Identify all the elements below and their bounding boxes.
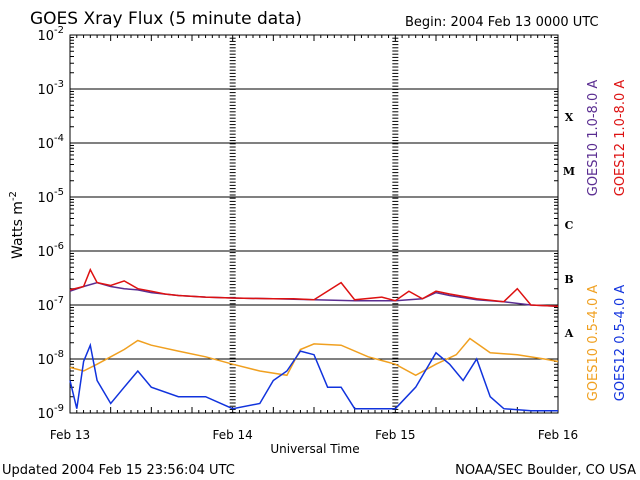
y-tick-label: 10-8: [37, 349, 64, 368]
y-tick-base: 10: [37, 407, 54, 422]
legend-label: GOES12 1.0-8.0 A: [613, 80, 628, 197]
y-tick-exponent: -9: [54, 403, 64, 414]
flare-class-label: C: [565, 219, 574, 232]
series-line-goes12-0-5-4-0-a: [69, 342, 558, 412]
series-line-goes12-1-0-8-0-a: [69, 267, 559, 307]
flare-class-label: X: [565, 111, 574, 124]
y-axis-label-text: Watts m: [10, 201, 26, 259]
y-axis-label: Watts m-2: [8, 191, 26, 259]
y-tick-base: 10: [37, 245, 54, 260]
series-line-goes10-1-0-8-0-a: [69, 281, 559, 307]
flare-class-label: M: [563, 165, 575, 178]
legend-entry: GOES12 1.0-8.0 A: [613, 80, 628, 197]
legend: GOES10 1.0-8.0 A GOES12 1.0-8.0 A GOES10 0…: [586, 80, 628, 402]
y-tick-exponent: -8: [54, 349, 64, 360]
x-tick-label: Feb 16: [538, 428, 578, 442]
y-axis-ticks: 10-210-310-410-510-610-710-810-9: [37, 25, 558, 422]
y-tick-label: 10-9: [37, 403, 64, 422]
legend-label: GOES10 0.5-4.0 A: [586, 285, 601, 402]
legend-label: GOES10 1.0-8.0 A: [586, 80, 601, 197]
decade-gridlines: [70, 88, 558, 360]
y-tick-exponent: -6: [54, 241, 64, 252]
flare-class-label: A: [564, 327, 574, 340]
y-tick-base: 10: [37, 353, 54, 368]
y-tick-base: 10: [37, 191, 54, 206]
legend-entry: GOES10 0.5-4.0 A: [586, 285, 601, 402]
x-axis-label: Universal Time: [270, 442, 359, 456]
y-tick-label: 10-5: [37, 187, 64, 206]
credit-label: NOAA/SEC Boulder, CO USA: [455, 463, 636, 478]
flare-class-label: B: [564, 273, 573, 286]
series-line-goes10-0-5-4-0-a: [69, 337, 559, 377]
y-tick-base: 10: [37, 299, 54, 314]
x-tick-label: Feb 15: [375, 428, 415, 442]
svg-text:Watts m-2: Watts m-2: [8, 191, 26, 259]
legend-entry: GOES10 1.0-8.0 A: [586, 80, 601, 197]
legend-label: GOES12 0.5-4.0 A: [613, 285, 628, 402]
y-tick-exponent: -2: [54, 25, 64, 36]
y-tick-label: 10-2: [37, 25, 64, 44]
begin-label: Begin: 2004 Feb 13 0000 UTC: [405, 15, 599, 30]
y-tick-base: 10: [37, 29, 54, 44]
flare-class-labels: X M C B A: [563, 111, 575, 340]
y-tick-exponent: -7: [54, 295, 64, 306]
y-tick-exponent: -4: [54, 133, 64, 144]
y-tick-exponent: -3: [54, 79, 64, 90]
legend-entry: GOES12 0.5-4.0 A: [613, 285, 628, 402]
data-series: [69, 267, 559, 412]
x-tick-label: Feb 13: [50, 428, 90, 442]
y-tick-base: 10: [37, 137, 54, 152]
y-tick-label: 10-3: [37, 79, 64, 98]
y-axis-label-exponent: -2: [8, 191, 19, 201]
y-tick-label: 10-4: [37, 133, 64, 152]
y-tick-exponent: -5: [54, 187, 64, 198]
x-axis-ticks: Feb 13 Feb 14 Feb 15 Feb 16: [50, 34, 578, 442]
y-tick-label: 10-6: [37, 241, 64, 260]
x-tick-label: Feb 14: [212, 428, 252, 442]
y-tick-label: 10-7: [37, 295, 64, 314]
y-tick-base: 10: [37, 83, 54, 98]
chart-title: GOES Xray Flux (5 minute data): [30, 9, 302, 29]
updated-label: Updated 2004 Feb 15 23:56:04 UTC: [2, 463, 235, 478]
